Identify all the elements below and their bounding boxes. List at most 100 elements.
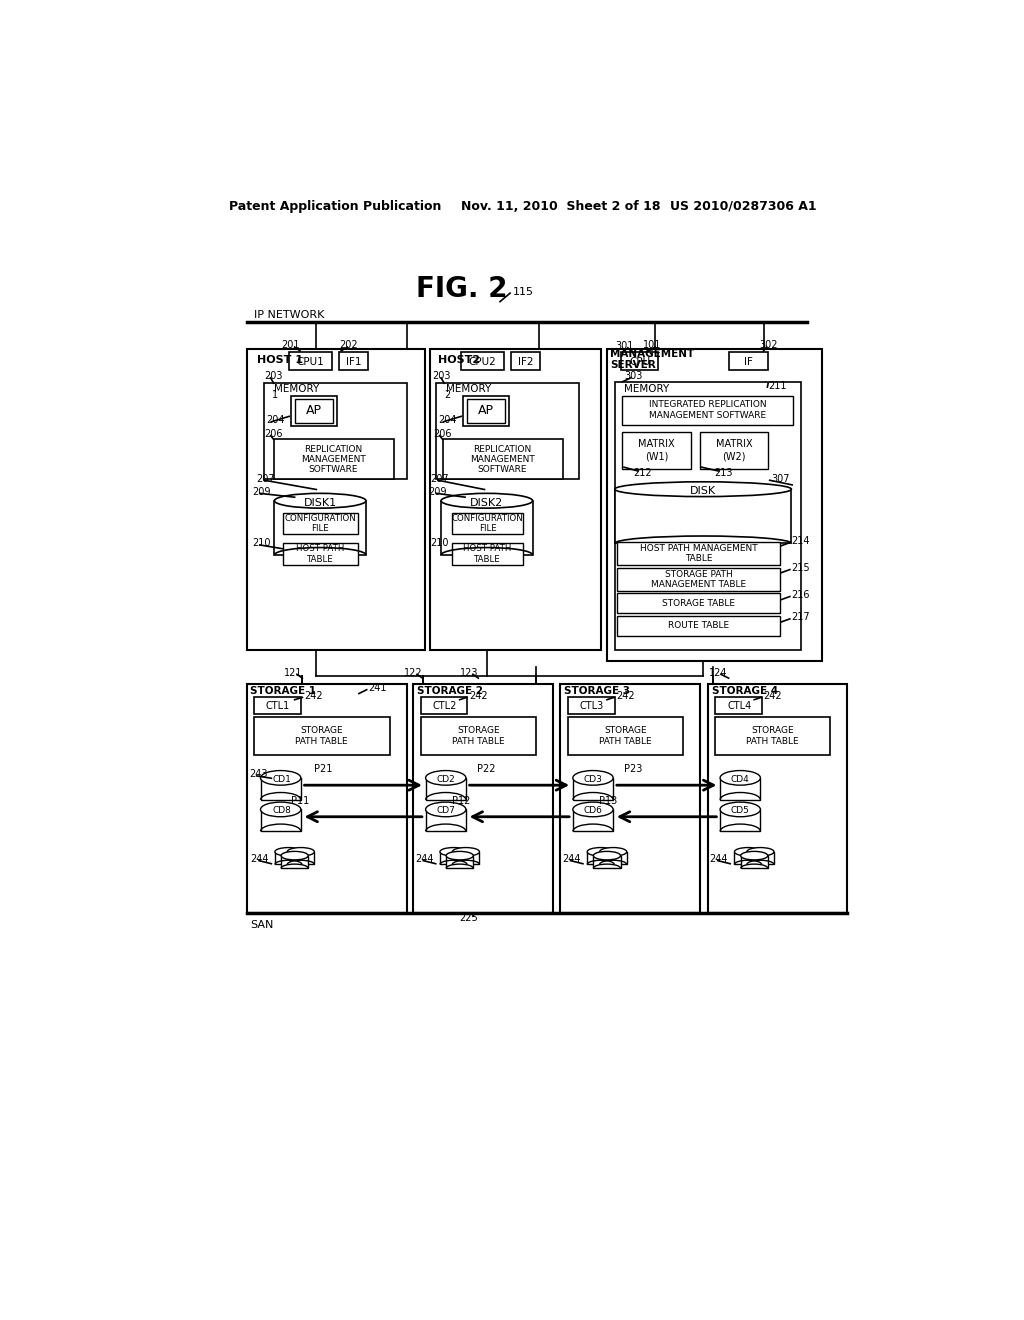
Text: 212: 212 xyxy=(633,467,652,478)
Bar xyxy=(283,512,358,535)
Text: CD4: CD4 xyxy=(731,775,750,784)
Text: 207: 207 xyxy=(256,474,274,483)
Ellipse shape xyxy=(281,851,308,859)
Text: 2: 2 xyxy=(444,389,451,400)
Text: CONFIGURATION
FILE: CONFIGURATION FILE xyxy=(452,513,523,533)
Bar xyxy=(600,851,627,865)
Text: 202: 202 xyxy=(340,339,358,350)
Text: Patent Application Publication: Patent Application Publication xyxy=(228,199,441,213)
Ellipse shape xyxy=(587,847,614,855)
Text: 123: 123 xyxy=(460,668,478,677)
Bar xyxy=(426,777,466,800)
Text: 307: 307 xyxy=(771,474,790,483)
Bar xyxy=(421,697,467,714)
Text: 213: 213 xyxy=(714,467,732,478)
Text: HOST PATH
TABLE: HOST PATH TABLE xyxy=(296,544,344,564)
Bar xyxy=(281,855,308,869)
Bar xyxy=(511,352,541,370)
Text: CD6: CD6 xyxy=(584,807,602,814)
Text: 302: 302 xyxy=(759,339,777,350)
Text: AP: AP xyxy=(306,404,322,417)
Text: AP: AP xyxy=(478,404,494,417)
Text: P12: P12 xyxy=(452,796,470,807)
Bar xyxy=(446,855,473,869)
Text: 210: 210 xyxy=(430,539,449,548)
Bar xyxy=(716,717,830,755)
Text: 203: 203 xyxy=(432,371,452,381)
Text: STORAGE 1: STORAGE 1 xyxy=(251,686,316,696)
Bar xyxy=(254,697,301,714)
Ellipse shape xyxy=(288,847,314,855)
Bar xyxy=(572,809,613,832)
Ellipse shape xyxy=(426,803,466,817)
Text: HOST PATH
TABLE: HOST PATH TABLE xyxy=(464,544,512,564)
Text: FIG. 2: FIG. 2 xyxy=(416,276,507,304)
Text: IP NETWORK: IP NETWORK xyxy=(254,310,325,321)
Bar xyxy=(617,568,779,591)
Bar xyxy=(263,383,407,479)
Bar xyxy=(614,381,801,649)
Text: 242: 242 xyxy=(305,690,324,701)
Text: 243: 243 xyxy=(250,770,268,779)
Text: P11: P11 xyxy=(291,796,309,807)
Bar xyxy=(288,851,314,865)
Text: IF1: IF1 xyxy=(346,356,361,367)
Bar xyxy=(463,396,509,426)
Text: MATRIX
(W2): MATRIX (W2) xyxy=(716,440,753,461)
Text: 214: 214 xyxy=(792,536,810,546)
Bar xyxy=(260,777,301,800)
Text: SAN: SAN xyxy=(251,920,273,929)
Text: STORAGE 4: STORAGE 4 xyxy=(712,686,777,696)
Ellipse shape xyxy=(426,771,466,785)
Text: 211: 211 xyxy=(768,380,786,391)
Bar xyxy=(607,350,822,661)
Bar xyxy=(716,697,762,714)
Text: 217: 217 xyxy=(792,612,810,622)
Text: 206: 206 xyxy=(264,429,283,440)
Text: 209: 209 xyxy=(429,487,447,496)
Bar xyxy=(441,500,532,554)
Text: REPLICATION
MANAGEMENT
SOFTWARE: REPLICATION MANAGEMENT SOFTWARE xyxy=(301,445,366,474)
Text: CD8: CD8 xyxy=(272,807,291,814)
Text: STORAGE
PATH TABLE: STORAGE PATH TABLE xyxy=(296,726,348,746)
Text: 225: 225 xyxy=(460,912,478,923)
Text: STORAGE
PATH TABLE: STORAGE PATH TABLE xyxy=(599,726,652,746)
Text: P21: P21 xyxy=(314,764,333,774)
Bar xyxy=(587,851,614,865)
Text: HOST PATH MANAGEMENT
TABLE: HOST PATH MANAGEMENT TABLE xyxy=(640,544,757,564)
Ellipse shape xyxy=(614,482,792,496)
Ellipse shape xyxy=(572,803,613,817)
Bar xyxy=(568,717,683,755)
Text: 244: 244 xyxy=(710,854,728,865)
Bar xyxy=(430,350,601,649)
Text: CPU: CPU xyxy=(629,356,650,367)
Text: 204: 204 xyxy=(438,416,457,425)
Bar xyxy=(273,440,394,479)
Bar xyxy=(708,684,847,913)
Text: INTEGRATED REPLICATION
MANAGEMENT SOFTWARE: INTEGRATED REPLICATION MANAGEMENT SOFTWA… xyxy=(649,400,767,420)
Ellipse shape xyxy=(734,847,762,855)
Bar xyxy=(621,352,658,370)
Text: MEMORY: MEMORY xyxy=(445,384,490,395)
Ellipse shape xyxy=(274,494,366,508)
Text: STORAGE 2: STORAGE 2 xyxy=(417,686,483,696)
Bar xyxy=(435,383,579,479)
Bar xyxy=(440,851,467,865)
Bar xyxy=(729,352,768,370)
Bar xyxy=(461,352,504,370)
Text: HOST2: HOST2 xyxy=(438,355,480,366)
Text: DISK1: DISK1 xyxy=(304,499,337,508)
Text: 244: 244 xyxy=(562,854,581,865)
Text: CD7: CD7 xyxy=(436,807,456,814)
Text: ROUTE TABLE: ROUTE TABLE xyxy=(668,622,729,630)
Bar xyxy=(720,809,761,832)
Text: 121: 121 xyxy=(284,668,302,677)
Bar xyxy=(442,440,563,479)
Bar xyxy=(720,777,761,800)
Text: MEMORY: MEMORY xyxy=(273,384,318,395)
Bar xyxy=(414,684,553,913)
Bar xyxy=(426,809,466,832)
Bar xyxy=(623,396,793,425)
Text: CPU2: CPU2 xyxy=(468,356,496,367)
Text: 301: 301 xyxy=(614,342,633,351)
